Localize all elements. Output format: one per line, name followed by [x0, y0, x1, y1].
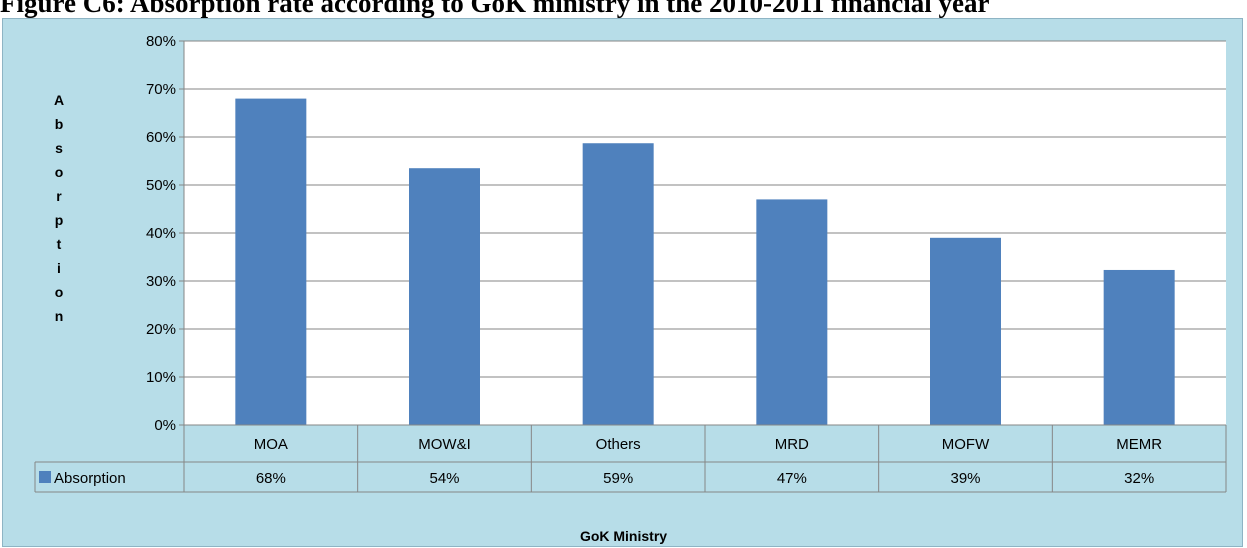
bar: [409, 168, 480, 425]
x-category-label: MRD: [775, 436, 809, 453]
y-axis-title-letter: p: [54, 212, 64, 228]
x-category-label: MOW&I: [418, 436, 471, 453]
y-tick-label: 30%: [146, 273, 176, 290]
y-tick-label: 60%: [146, 129, 176, 146]
y-axis-title-letter: o: [54, 164, 64, 180]
bar: [235, 98, 307, 425]
legend-swatch: [39, 471, 51, 483]
x-category-label: MEMR: [1116, 436, 1162, 453]
y-tick-label: 20%: [146, 321, 176, 338]
y-axis-title-letter: n: [54, 308, 64, 324]
data-label: 59%: [603, 470, 633, 487]
y-axis-title-letter: s: [55, 140, 63, 156]
data-label: 39%: [950, 470, 980, 487]
x-axis-title: GoK Ministry: [579, 528, 668, 544]
y-axis-title-letter: A: [53, 92, 65, 108]
legend-cell-bg: [35, 462, 184, 492]
bar: [756, 199, 828, 425]
y-tick-label: 10%: [146, 369, 176, 386]
y-axis-title-letter: t: [56, 236, 62, 252]
data-label: 68%: [256, 470, 286, 487]
y-tick-label: 80%: [146, 33, 176, 50]
y-tick-label: 70%: [146, 81, 176, 98]
data-label: 47%: [777, 470, 807, 487]
x-category-label: MOA: [254, 436, 288, 453]
x-category-label: Others: [596, 436, 641, 453]
y-tick-label: 0%: [154, 417, 176, 434]
y-axis-title-letter: i: [57, 260, 61, 276]
x-category-label: MOFW: [942, 436, 990, 453]
y-axis-title-letter: b: [54, 116, 64, 132]
legend-label: Absorption: [54, 470, 126, 487]
data-label: 54%: [429, 470, 459, 487]
y-axis-title-letter: o: [54, 284, 64, 300]
bar: [930, 237, 1001, 425]
figure-title: Figure C6: Absorption rate according to …: [0, 0, 990, 18]
y-tick-label: 40%: [146, 225, 176, 242]
bar: [1103, 269, 1175, 425]
y-axis-title-letter: r: [56, 188, 62, 204]
bar: [582, 143, 654, 426]
y-tick-label: 50%: [146, 177, 176, 194]
data-label: 32%: [1124, 470, 1154, 487]
